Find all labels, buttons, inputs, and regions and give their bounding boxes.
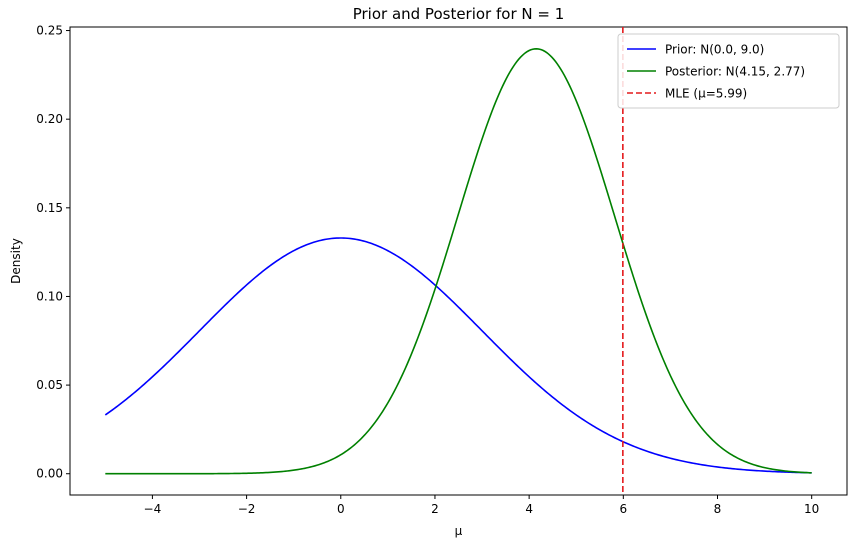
- x-tick-label: −2: [238, 502, 256, 516]
- x-axis: −4 −2 0 2 4 6 8 10: [144, 495, 819, 516]
- y-tick-label: 0.20: [36, 112, 63, 126]
- y-axis: 0.00 0.05 0.10 0.15 0.20 0.25: [36, 24, 70, 481]
- x-axis-label: μ: [455, 524, 463, 538]
- y-tick-label: 0.00: [36, 467, 63, 481]
- x-tick-label: 0: [337, 502, 345, 516]
- x-tick-label: 8: [714, 502, 722, 516]
- series-line-prior: [104, 237, 812, 474]
- x-tick-label: 10: [804, 502, 819, 516]
- legend-label: MLE (μ=5.99): [665, 87, 747, 101]
- legend-box: [617, 33, 840, 109]
- chart-title: Prior and Posterior for N = 1: [353, 5, 565, 23]
- y-tick-label: 0.15: [36, 201, 63, 215]
- x-tick-label: 4: [525, 502, 533, 516]
- x-tick-label: 6: [619, 502, 627, 516]
- series-line-posterior: [105, 47, 812, 475]
- x-tick-label: −4: [144, 502, 162, 516]
- legend: Prior: N(0.0, 9.0) Posterior: N(4.15, 2.7…: [617, 33, 840, 109]
- plot-area: [69, 26, 848, 496]
- legend-label: Posterior: N(4.15, 2.77): [665, 65, 805, 79]
- y-tick-label: 0.05: [36, 378, 63, 392]
- plot-frame: [69, 26, 848, 496]
- legend-label: Prior: N(0.0, 9.0): [665, 43, 764, 57]
- y-tick-label: 0.25: [36, 24, 63, 38]
- y-axis-label: Density: [9, 238, 23, 284]
- y-tick-label: 0.10: [36, 289, 63, 303]
- x-tick-label: 2: [431, 502, 439, 516]
